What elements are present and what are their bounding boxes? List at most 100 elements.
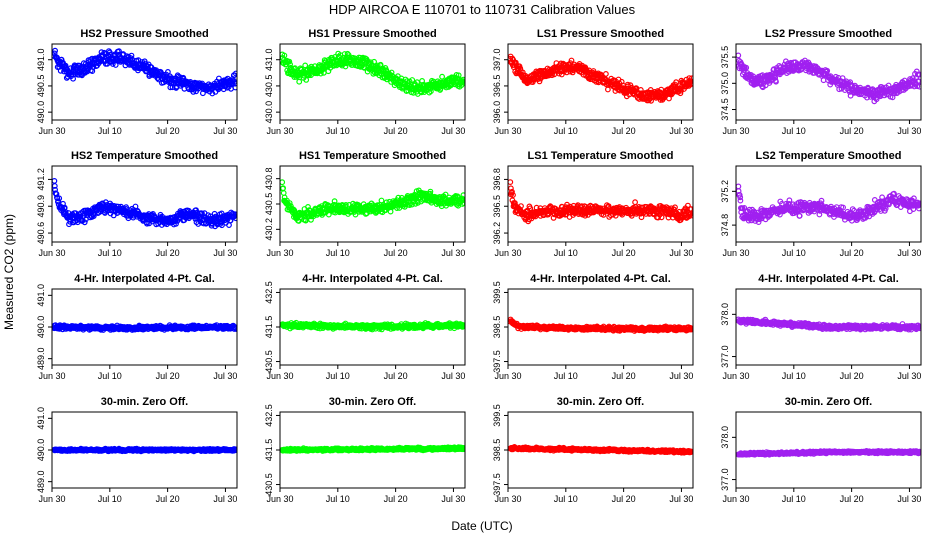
y-tick-label: 491.0 — [36, 48, 46, 71]
data-point — [891, 90, 898, 97]
y-tick-label: 490.9 — [36, 195, 46, 218]
data-point — [568, 57, 575, 64]
data-point — [442, 191, 449, 198]
data-point — [655, 214, 661, 221]
y-tick-label: 399.5 — [492, 281, 502, 304]
y-tick-label: 396.2 — [492, 222, 502, 245]
y-tick-label: 396.8 — [492, 168, 502, 191]
x-tick-label: Jul 30 — [441, 126, 465, 136]
x-tick-label: Jun 30 — [494, 248, 521, 258]
x-tick-label: Jul 20 — [156, 248, 180, 258]
data-point — [164, 68, 171, 75]
y-tick-label: 375.0 — [720, 72, 730, 95]
y-tick-label: 375.5 — [720, 46, 730, 69]
data-point — [672, 204, 678, 211]
panel-points — [52, 322, 237, 333]
panel-title: 4-Hr. Interpolated 4-Pt. Cal. — [302, 273, 443, 285]
data-point — [296, 78, 303, 85]
panel-9: 4-Hr. Interpolated 4-Pt. Cal.Jun 30 Jul 1… — [36, 273, 238, 381]
x-tick-label: Jun 30 — [494, 371, 521, 381]
y-tick-label: 374.8 — [720, 214, 730, 237]
data-point — [603, 70, 609, 77]
data-point — [689, 212, 693, 219]
x-tick-label: Jul 10 — [326, 126, 350, 136]
data-point — [916, 78, 921, 85]
y-tick-label: 431.5 — [264, 316, 274, 339]
y-tick-label: 430.2 — [264, 218, 274, 241]
x-tick-label: Jul 30 — [213, 371, 237, 381]
panel-title: HS1 Pressure Smoothed — [308, 28, 436, 40]
data-point — [211, 210, 218, 217]
x-tick-label: Jul 20 — [384, 248, 408, 258]
panel-frame — [279, 43, 466, 121]
x-tick-label: Jul 30 — [213, 126, 237, 136]
data-point — [743, 64, 750, 71]
data-point — [527, 205, 534, 212]
x-tick-label: Jul 10 — [98, 248, 122, 258]
panel-points — [508, 53, 693, 104]
y-tick-label: 396.0 — [492, 101, 502, 124]
x-tick-label: Jun 30 — [38, 248, 65, 258]
x-tick-label: Jul 30 — [669, 371, 693, 381]
data-point — [378, 197, 385, 204]
x-tick-label: Jul 30 — [441, 248, 465, 258]
data-point — [370, 70, 377, 77]
x-tick-label: Jun 30 — [38, 371, 65, 381]
data-point — [287, 61, 294, 68]
x-tick-label: Jul 30 — [669, 248, 693, 258]
panel-points — [280, 50, 465, 97]
data-point — [688, 325, 693, 332]
data-point — [688, 326, 693, 333]
x-tick-label: Jun 30 — [722, 248, 749, 258]
data-point — [737, 194, 744, 201]
x-tick-label: Jul 10 — [98, 126, 122, 136]
x-axis-label: Date (UTC) — [451, 519, 512, 533]
data-point — [916, 200, 921, 207]
data-point — [910, 75, 916, 82]
panel-title: LS2 Temperature Smoothed — [756, 150, 902, 162]
x-tick-label: Jul 20 — [156, 371, 180, 381]
x-tick-label: Jul 10 — [554, 126, 578, 136]
y-tick-label: 397.0 — [492, 48, 502, 71]
data-point — [81, 219, 88, 226]
data-point — [281, 52, 288, 59]
data-point — [786, 197, 793, 204]
panel-11: 4-Hr. Interpolated 4-Pt. Cal.Jun 30 Jul 1… — [492, 273, 694, 381]
data-point — [55, 198, 62, 205]
data-point — [232, 211, 237, 218]
x-tick-label: Jun 30 — [38, 126, 65, 136]
data-point — [460, 192, 465, 199]
data-point — [512, 200, 518, 206]
y-tick-label: 491.2 — [36, 168, 46, 191]
data-point — [518, 203, 524, 210]
y-tick-label: 431.0 — [264, 48, 274, 71]
x-tick-label: Jun 30 — [266, 126, 293, 136]
data-point — [910, 206, 917, 213]
data-point — [352, 211, 359, 218]
x-tick-label: Jun 30 — [722, 126, 749, 136]
data-point — [736, 191, 743, 198]
data-point — [428, 88, 434, 95]
panel-points — [508, 179, 693, 225]
data-point — [437, 85, 444, 92]
data-point — [233, 326, 237, 332]
y-tick-label: 490.0 — [36, 316, 46, 339]
data-point — [632, 199, 638, 206]
data-point — [109, 61, 116, 67]
panel-frame — [51, 43, 238, 121]
panel-points — [52, 178, 237, 230]
data-point — [286, 58, 293, 65]
data-point — [374, 62, 381, 69]
y-tick-label: 430.8 — [264, 167, 274, 190]
data-point — [911, 195, 917, 202]
data-point — [461, 322, 465, 329]
data-point — [173, 220, 179, 227]
x-tick-label: Jun 30 — [266, 371, 293, 381]
data-point — [796, 212, 803, 219]
y-tick-label: 490.5 — [36, 75, 46, 98]
y-tick-label: 489.0 — [36, 347, 46, 370]
y-tick-label: 397.5 — [492, 350, 502, 373]
